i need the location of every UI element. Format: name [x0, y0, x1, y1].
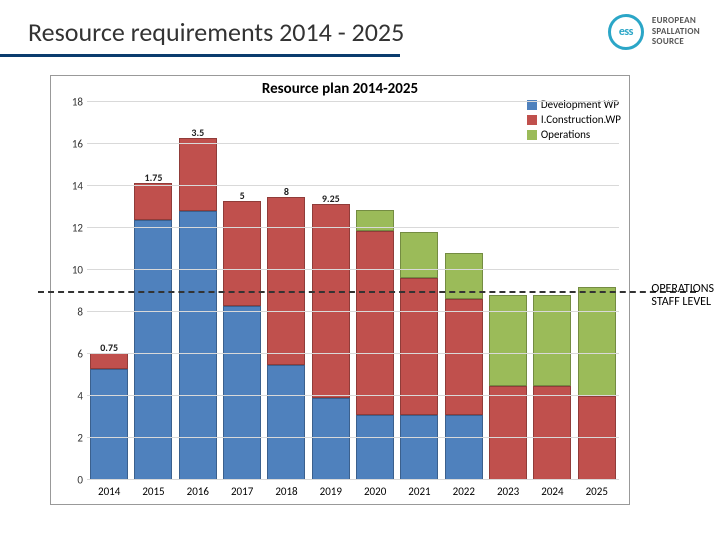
x-tick: 2025: [578, 485, 616, 498]
y-tick: 8: [77, 306, 83, 319]
bar-seg-development-wp: 12.4: [134, 220, 172, 480]
operations-staff-label: OPERATIONS STAFF LEVEL: [651, 283, 714, 309]
bar-value-label: 1.75: [135, 171, 171, 184]
bar-seg-i-construction-wp: 4.5: [533, 386, 571, 481]
ess-logo: ess EUROPEAN SPALLATION SOURCE: [608, 14, 700, 50]
bar-seg-development-wp: 3.9: [312, 398, 350, 480]
bar-seg-i-construction-wp: 5.5: [445, 299, 483, 415]
bar-seg-development-wp: 3.1: [445, 415, 483, 480]
bar-seg-operations: [400, 232, 438, 278]
grid-line: [87, 143, 619, 144]
grid-line: [87, 479, 619, 480]
ess-logo-text: EUROPEAN SPALLATION SOURCE: [652, 16, 700, 47]
y-tick: 16: [72, 138, 83, 151]
y-tick: 14: [72, 180, 83, 193]
operations-staff-line: [38, 291, 696, 293]
bar-seg-development-wp: 3.1: [356, 415, 394, 480]
resource-chart: Resource plan 2014-2025 Development WP I…: [50, 75, 630, 505]
bar-seg-i-construction-wp: 5: [223, 201, 261, 306]
x-tick: 2022: [445, 485, 483, 498]
y-tick: 2: [77, 432, 83, 445]
x-tick: 2016: [179, 485, 217, 498]
grid-line: [87, 101, 619, 102]
grid-line: [87, 437, 619, 438]
bar-seg-development-wp: 3.1: [400, 415, 438, 480]
y-tick: 0: [77, 474, 83, 487]
bar-seg-development-wp: 5.5: [267, 365, 305, 481]
bar-seg-development-wp: 8.3: [223, 306, 261, 480]
bar-value-label: 5: [224, 189, 260, 202]
bar-seg-operations: [489, 295, 527, 385]
bar-seg-i-construction-wp: 4: [578, 396, 616, 480]
grid-line: [87, 353, 619, 354]
bar-seg-i-construction-wp: 1.75: [134, 183, 172, 220]
chart-title: Resource plan 2014-2025: [51, 76, 629, 98]
x-tick: 2018: [267, 485, 305, 498]
x-tick: 2017: [223, 485, 261, 498]
y-tick: 6: [77, 348, 83, 361]
x-tick: 2020: [356, 485, 394, 498]
x-tick: 2024: [533, 485, 571, 498]
x-tick: 2019: [312, 485, 350, 498]
bar-value-label: 9.25: [313, 192, 349, 205]
grid-line: [87, 311, 619, 312]
title-underline: [0, 54, 400, 57]
bar-seg-i-construction-wp: 0.75: [90, 353, 128, 369]
ops-label-line2: STAFF LEVEL: [651, 296, 714, 309]
bar-seg-i-construction-wp: 8.75: [356, 231, 394, 415]
bar-seg-i-construction-wp: 4.5: [489, 386, 527, 481]
grid-line: [87, 395, 619, 396]
x-tick: 2023: [489, 485, 527, 498]
ess-logo-icon: ess: [608, 14, 644, 50]
bar-seg-i-construction-wp: 8: [267, 197, 305, 365]
slide-header: Resource requirements 2014 - 2025 ess EU…: [0, 0, 720, 56]
grid-line: [87, 269, 619, 270]
bar-seg-operations: [356, 210, 394, 231]
bar-seg-operations: [533, 295, 571, 385]
grid-line: [87, 227, 619, 228]
bar-value-label: 0.75: [91, 341, 127, 354]
bar-seg-development-wp: 12.8: [179, 211, 217, 480]
x-tick: 2015: [134, 485, 172, 498]
x-axis: 2014 2015 2016 2017 2018 2019 2020 2021 2022 2023…: [87, 485, 619, 498]
grid-line: [87, 185, 619, 186]
x-tick: 2021: [400, 485, 438, 498]
y-tick: 10: [72, 264, 83, 277]
y-tick: 4: [77, 390, 83, 403]
slide-title: Resource requirements 2014 - 2025: [28, 16, 404, 48]
bar-seg-development-wp: 5.3: [90, 369, 128, 480]
y-tick: 12: [72, 222, 83, 235]
y-tick: 18: [72, 96, 83, 109]
bar-value-label: 3.5: [180, 126, 216, 139]
logo-line3: SOURCE: [652, 37, 700, 47]
bar-value-label: 8: [268, 185, 304, 198]
bar-seg-operations: [578, 287, 616, 396]
x-tick: 2014: [90, 485, 128, 498]
bar-seg-i-construction-wp: 3.5: [179, 138, 217, 212]
bar-seg-i-construction-wp: 9.25: [312, 204, 350, 398]
